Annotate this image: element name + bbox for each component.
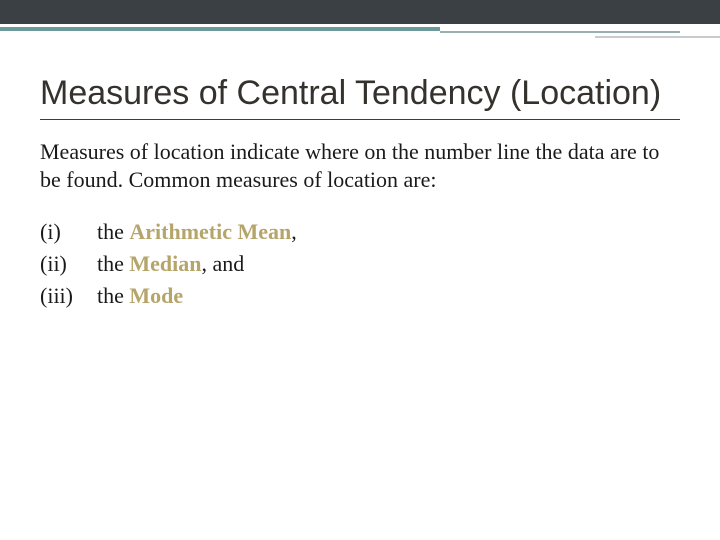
list-item: (iii) the Mode [40, 280, 297, 312]
item-number: (ii) [40, 248, 97, 280]
highlight-term: Median [129, 251, 201, 276]
item-text: the Arithmetic Mean, [97, 216, 297, 248]
highlight-term: Arithmetic Mean [129, 219, 291, 244]
intro-paragraph: Measures of location indicate where on t… [40, 138, 680, 194]
measure-list: (i) the Arithmetic Mean, (ii) the Median… [40, 216, 297, 312]
slide-title: Measures of Central Tendency (Location) [40, 74, 680, 113]
item-number: (i) [40, 216, 97, 248]
list-item: (ii) the Median, and [40, 248, 297, 280]
highlight-term: Mode [129, 283, 183, 308]
slide-content: Measures of Central Tendency (Location) … [0, 24, 720, 312]
title-rule [40, 119, 680, 120]
accent-lines [0, 24, 720, 42]
list-item: (i) the Arithmetic Mean, [40, 216, 297, 248]
top-decorative-band [0, 0, 720, 24]
item-number: (iii) [40, 280, 97, 312]
item-text: the Mode [97, 280, 297, 312]
item-text: the Median, and [97, 248, 297, 280]
